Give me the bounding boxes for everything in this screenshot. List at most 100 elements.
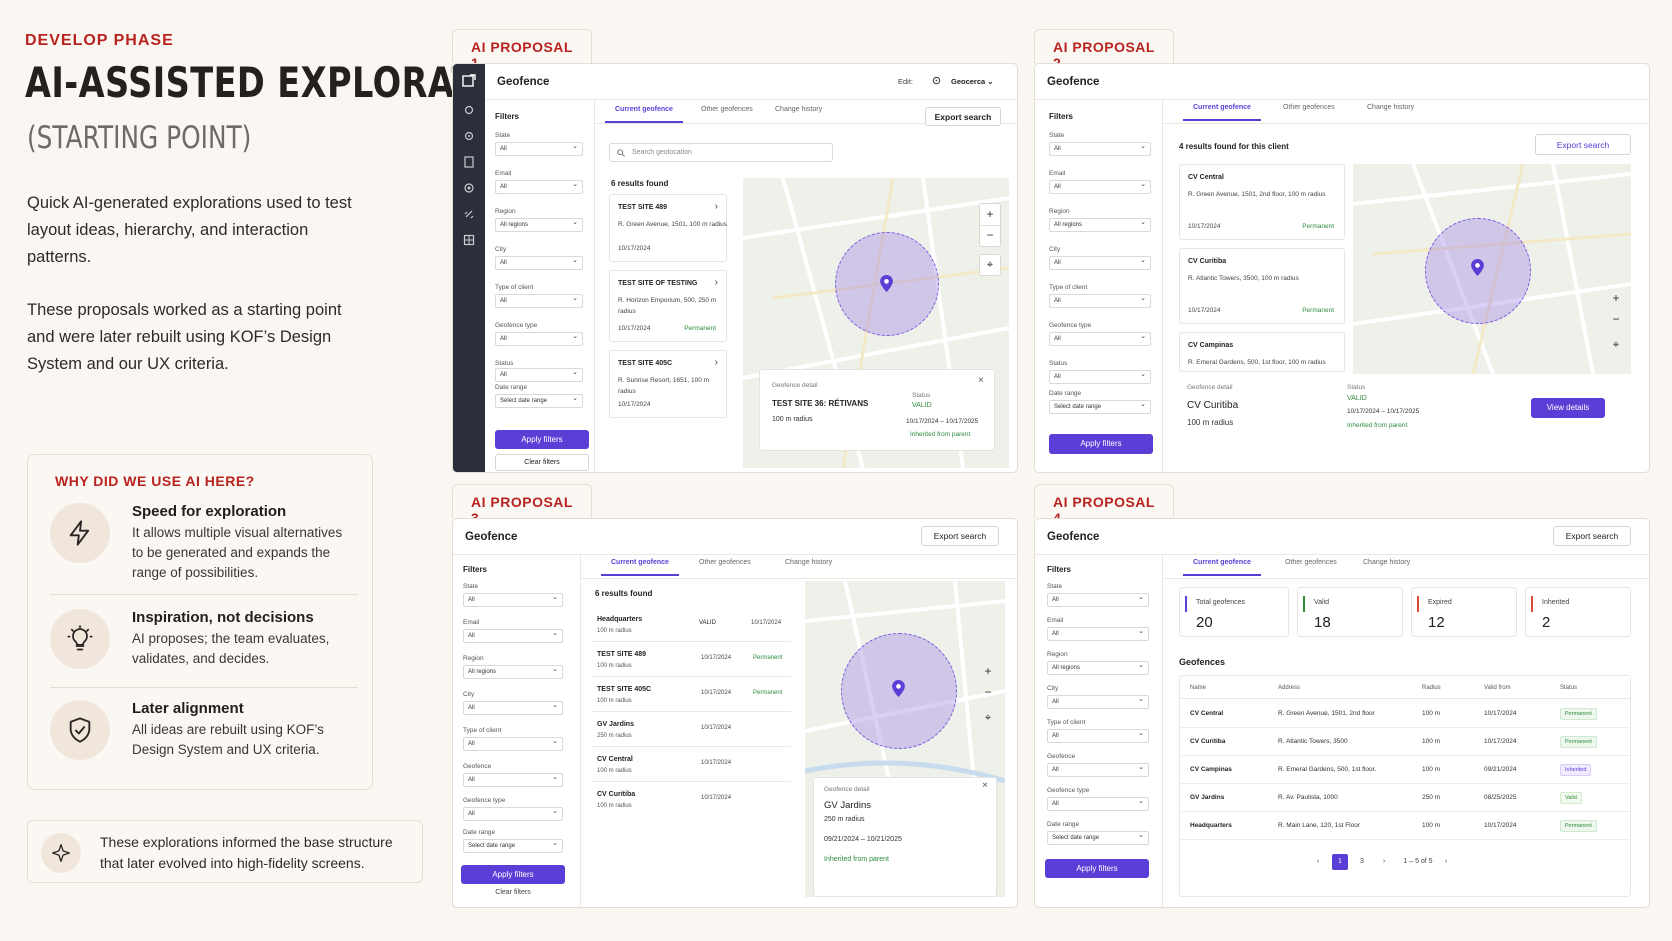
type-client-select[interactable]: All — [1047, 729, 1149, 743]
apply-filters-button[interactable]: Apply filters — [461, 865, 565, 884]
geofence-type-select[interactable]: All — [1049, 332, 1151, 346]
page-3-button[interactable]: 3 — [1360, 858, 1364, 865]
date-range-input[interactable]: Select date range — [463, 839, 563, 853]
region-select[interactable]: All regions — [1049, 218, 1151, 232]
tab-other-geofences[interactable]: Other geofences — [1283, 104, 1335, 111]
email-select[interactable]: All — [1047, 627, 1149, 641]
type-client-select[interactable]: All — [1049, 294, 1151, 308]
region-select[interactable]: All regions — [463, 665, 563, 679]
geofence-type-select[interactable]: All — [463, 807, 563, 821]
tab-other-geofences[interactable]: Other geofences — [699, 559, 751, 566]
city-select[interactable]: All — [463, 701, 563, 715]
tab-change-history[interactable]: Change history — [1367, 104, 1415, 111]
email-select[interactable]: All — [1049, 180, 1151, 194]
date-range-input[interactable]: Select date range — [1049, 400, 1151, 414]
grid-icon[interactable] — [463, 234, 475, 246]
email-select[interactable]: All — [463, 629, 563, 643]
map-pin-icon[interactable] — [880, 275, 893, 292]
geofence-card[interactable]: CV Campinas R. Emeral Gardens, 500, 1st … — [1179, 332, 1345, 372]
export-search-button[interactable]: Export search — [921, 526, 999, 546]
gear-icon[interactable] — [931, 75, 942, 86]
locate-button[interactable]: ⌖ — [979, 254, 1001, 276]
tab-current-geofence[interactable]: Current geofence — [605, 106, 683, 123]
state-select[interactable]: All — [495, 142, 583, 156]
email-select[interactable]: All — [495, 180, 583, 194]
close-icon[interactable]: × — [978, 375, 984, 386]
tab-other-geofences[interactable]: Other geofences — [1285, 559, 1337, 566]
geofence-card[interactable]: TEST SITE 489 R. Green Avenue, 1501, 100… — [609, 194, 727, 262]
next-page-button[interactable]: › — [1382, 858, 1386, 865]
tab-current-geofence[interactable]: Current geofence — [1183, 104, 1261, 121]
apply-filters-button[interactable]: Apply filters — [1045, 859, 1149, 878]
geofence-card[interactable]: CV Central R. Green Avenue, 1501, 2nd fl… — [1179, 164, 1345, 240]
state-select[interactable]: All — [463, 593, 563, 607]
apply-filters-button[interactable]: Apply filters — [495, 430, 589, 449]
status-select[interactable]: All — [1049, 370, 1151, 384]
table-row[interactable]: CV Campinas R. Emeral Gardens, 500, 1st … — [1180, 756, 1630, 784]
region-select[interactable]: All regions — [495, 218, 583, 232]
region-select[interactable]: All regions — [1047, 661, 1149, 675]
zoom-out-button[interactable]: − — [984, 685, 992, 699]
zoom-in-button[interactable]: + — [980, 204, 1000, 226]
tab-other-geofences[interactable]: Other geofences — [701, 106, 753, 113]
document-icon[interactable] — [463, 156, 475, 168]
type-client-select[interactable]: All — [463, 737, 563, 751]
list-item[interactable]: GV Jardins 250 m radius 10/17/2024 — [591, 714, 791, 747]
geofence-card[interactable]: CV Curitiba R. Atlantic Towers, 3500, 10… — [1179, 248, 1345, 324]
date-range-input[interactable]: Select date range — [1047, 831, 1149, 845]
city-select[interactable]: All — [495, 256, 583, 270]
settings-icon[interactable] — [463, 130, 475, 142]
tab-current-geofence[interactable]: Current geofence — [1183, 559, 1261, 576]
close-icon[interactable]: × — [982, 780, 988, 791]
geofence-card[interactable]: TEST SITE 405C R. Sunrise Resort, 1651, … — [609, 350, 727, 418]
tab-change-history[interactable]: Change history — [1363, 559, 1411, 566]
geofence-card[interactable]: TEST SITE OF TESTING R. Horizon Emporium… — [609, 270, 727, 342]
zoom-out-button[interactable]: − — [1612, 312, 1620, 326]
list-item[interactable]: Headquarters 100 m radius VALID 10/17/2024 — [591, 609, 791, 642]
locate-button[interactable]: ⌖ — [1612, 339, 1620, 351]
list-item[interactable]: TEST SITE 405C 100 m radius 10/17/2024 Perm… — [591, 679, 791, 712]
geofence-type-select[interactable]: All — [495, 332, 583, 346]
city-select[interactable]: All — [1047, 695, 1149, 709]
export-search-button[interactable]: Export search — [925, 107, 1001, 126]
type-client-select[interactable]: All — [495, 294, 583, 308]
view-details-button[interactable]: View details — [1531, 398, 1605, 418]
locate-button[interactable]: ⌖ — [984, 712, 992, 724]
zoom-out-button[interactable]: − — [986, 228, 994, 242]
table-row[interactable]: CV Curitiba R. Atlantic Towers, 3500 100… — [1180, 728, 1630, 756]
clear-filters-button[interactable]: Clear filters — [495, 454, 589, 471]
map-view[interactable]: + − ⌖ — [1353, 164, 1631, 374]
list-item[interactable]: CV Central 100 m radius 10/17/2024 — [591, 749, 791, 782]
tab-current-geofence[interactable]: Current geofence — [601, 559, 679, 576]
state-select[interactable]: All — [1047, 593, 1149, 607]
layers-icon[interactable] — [462, 74, 476, 88]
export-search-button[interactable]: Export search — [1535, 134, 1631, 155]
map-pin-icon[interactable] — [1471, 259, 1484, 276]
tab-change-history[interactable]: Change history — [775, 106, 823, 113]
geofence-select[interactable]: All — [463, 773, 563, 787]
prev-page-button[interactable]: ‹ — [1316, 858, 1320, 865]
zoom-in-button[interactable]: + — [1612, 291, 1620, 305]
clear-filters-button[interactable]: Clear filters — [495, 889, 531, 896]
date-range-input[interactable]: Select date range — [495, 394, 583, 408]
page-1-button[interactable]: 1 — [1332, 854, 1348, 870]
state-select[interactable]: All — [1049, 142, 1151, 156]
zoom-in-button[interactable]: + — [984, 664, 992, 678]
table-row[interactable]: GV Jardins R. Av. Paulista, 1000 250 m 0… — [1180, 784, 1630, 812]
table-row[interactable]: Headquarters R. Main Lane, 120, 1st Floo… — [1180, 812, 1630, 840]
map-pin-icon[interactable] — [892, 680, 905, 697]
language-select[interactable]: Geocerca ⌄ — [951, 77, 994, 86]
search-input[interactable]: Search geolocation — [609, 143, 833, 162]
geofence-type-select[interactable]: All — [1047, 797, 1149, 811]
list-item[interactable]: CV Curitiba 100 m radius 10/17/2024 — [591, 784, 791, 817]
table-row[interactable]: CV Central R. Green Avenue, 1501, 2nd fl… — [1180, 700, 1630, 728]
link-icon[interactable] — [463, 208, 475, 220]
export-search-button[interactable]: Export search — [1553, 526, 1631, 546]
geofence-select[interactable]: All — [1047, 763, 1149, 777]
target-icon[interactable] — [463, 182, 475, 194]
list-item[interactable]: TEST SITE 489 100 m radius 10/17/2024 Perma… — [591, 644, 791, 677]
tab-change-history[interactable]: Change history — [785, 559, 833, 566]
last-page-button[interactable]: › — [1444, 858, 1448, 865]
city-select[interactable]: All — [1049, 256, 1151, 270]
apply-filters-button[interactable]: Apply filters — [1049, 434, 1153, 454]
